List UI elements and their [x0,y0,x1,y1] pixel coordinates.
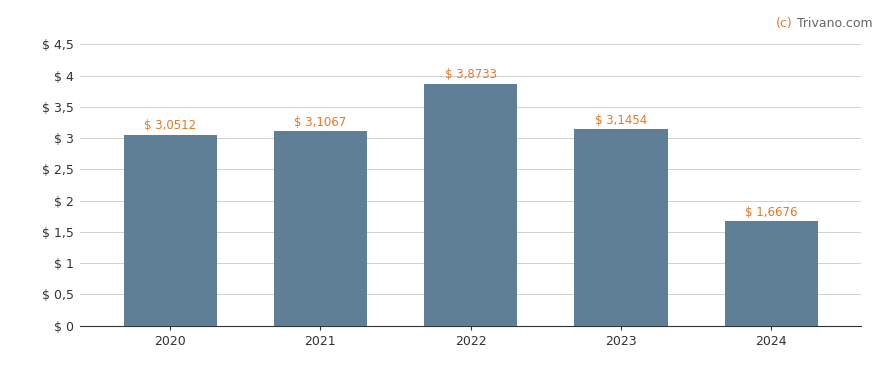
Text: (c): (c) [776,17,793,30]
Text: Trivano.com: Trivano.com [793,17,873,30]
Bar [424,84,517,326]
Text: $ 3,1454: $ 3,1454 [595,114,647,127]
Bar [274,131,367,326]
Text: $ 3,1067: $ 3,1067 [294,116,346,129]
Text: $ 3,8733: $ 3,8733 [445,68,496,81]
Bar [725,221,818,326]
Text: $ 3,0512: $ 3,0512 [144,120,196,132]
Bar [123,135,217,326]
Bar [575,129,668,326]
Text: $ 1,6676: $ 1,6676 [745,206,797,219]
